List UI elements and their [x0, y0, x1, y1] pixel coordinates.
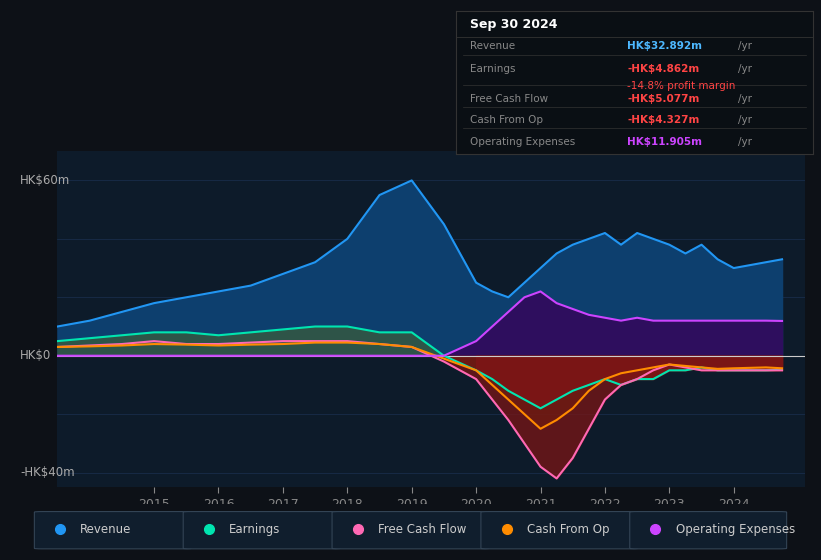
- Text: -14.8% profit margin: -14.8% profit margin: [627, 81, 736, 91]
- Text: Earnings: Earnings: [470, 64, 516, 74]
- FancyBboxPatch shape: [630, 512, 787, 549]
- Text: Cash From Op: Cash From Op: [470, 115, 543, 125]
- Text: /yr: /yr: [738, 115, 752, 125]
- FancyBboxPatch shape: [332, 512, 489, 549]
- Text: -HK$5.077m: -HK$5.077m: [627, 94, 699, 104]
- Text: /yr: /yr: [738, 64, 752, 74]
- Text: HK$0: HK$0: [21, 349, 52, 362]
- Text: Cash From Op: Cash From Op: [527, 522, 609, 536]
- FancyBboxPatch shape: [34, 512, 191, 549]
- Text: Free Cash Flow: Free Cash Flow: [470, 94, 548, 104]
- Text: Revenue: Revenue: [470, 41, 515, 51]
- Text: /yr: /yr: [738, 94, 752, 104]
- Text: /yr: /yr: [738, 41, 752, 51]
- Text: -HK$4.862m: -HK$4.862m: [627, 64, 699, 74]
- Text: /yr: /yr: [738, 137, 752, 147]
- Text: Free Cash Flow: Free Cash Flow: [378, 522, 466, 536]
- Text: Operating Expenses: Operating Expenses: [470, 137, 576, 147]
- Text: Revenue: Revenue: [80, 522, 131, 536]
- Text: -HK$4.327m: -HK$4.327m: [627, 115, 699, 125]
- Text: -HK$40m: -HK$40m: [21, 466, 75, 479]
- Text: HK$60m: HK$60m: [21, 174, 71, 187]
- Text: Sep 30 2024: Sep 30 2024: [470, 18, 557, 31]
- FancyBboxPatch shape: [481, 512, 638, 549]
- Text: Operating Expenses: Operating Expenses: [676, 522, 795, 536]
- Text: HK$11.905m: HK$11.905m: [627, 137, 702, 147]
- FancyBboxPatch shape: [183, 512, 340, 549]
- Text: Earnings: Earnings: [229, 522, 281, 536]
- Text: HK$32.892m: HK$32.892m: [627, 41, 702, 51]
